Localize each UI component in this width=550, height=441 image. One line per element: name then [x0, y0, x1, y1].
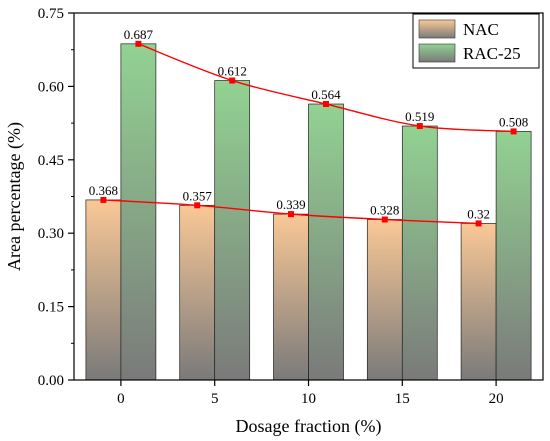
bar-nac-15	[366, 219, 403, 381]
x-tick-label: 15	[395, 391, 410, 407]
trend-marker-nac-5	[194, 202, 201, 209]
legend: NAC RAC-25	[412, 13, 540, 69]
data-label-nac-5: 0.357	[183, 188, 213, 203]
legend-label-nac: NAC	[463, 20, 499, 39]
trend-marker-nac-10	[288, 211, 294, 218]
bar-nac-0	[85, 199, 122, 381]
trend-marker-nac-0	[100, 196, 107, 203]
trend-marker-rac-25-0	[135, 40, 142, 47]
data-label-nac-20: 0.32	[467, 206, 490, 221]
bars-layer	[85, 43, 532, 381]
bar-nac-5	[179, 204, 216, 381]
x-tick-label: 5	[211, 391, 219, 407]
data-label-nac-15: 0.328	[370, 202, 399, 217]
trend-marker-rac-25-5	[229, 77, 236, 84]
y-tick-label: 0.30	[38, 226, 64, 242]
x-tick-label: 0	[117, 391, 125, 407]
legend-label-rac-25: RAC-25	[463, 44, 521, 63]
legend-swatch-rac-25	[418, 43, 456, 63]
axis-ticks-layer: 0.00 0.15 0.30 0.45 0.60 0.75 0 5 10 15 20	[38, 6, 504, 407]
trend-marker-rac-25-10	[323, 101, 329, 108]
x-tick-label: 20	[489, 391, 504, 407]
trend-marker-nac-20	[475, 220, 482, 227]
trend-marker-rac-25-20	[510, 128, 517, 135]
trend-lines-layer	[100, 40, 517, 227]
trend-marker-nac-15	[381, 216, 388, 223]
data-label-rac-25-15: 0.519	[405, 109, 434, 124]
y-tick-label: 0.45	[38, 153, 64, 169]
bar-rac-25-5	[214, 80, 251, 381]
data-labels-layer: 0.368 0.687 0.357 0.612 0.339 0.564 0.328 0.519…	[89, 27, 528, 222]
y-tick-label: 0.60	[38, 79, 64, 95]
bar-rac-25-20	[495, 131, 532, 381]
legend-swatch-nac	[418, 19, 456, 39]
data-label-rac-25-5: 0.612	[218, 64, 247, 79]
y-tick-label: 0.75	[38, 6, 64, 22]
bar-rac-25-0	[120, 43, 157, 381]
bar-nac-20	[460, 223, 497, 381]
x-tick-label: 10	[301, 391, 316, 407]
bar-nac-10	[273, 213, 309, 381]
bar-rac-25-10	[308, 103, 344, 381]
trend-marker-rac-25-15	[416, 123, 423, 130]
data-label-nac-10: 0.339	[276, 197, 305, 212]
data-label-rac-25-10: 0.564	[311, 87, 341, 102]
bar-rac-25-15	[401, 125, 438, 381]
y-axis-title: Area percentage (%)	[4, 122, 25, 271]
x-axis-title: Dosage fraction (%)	[236, 416, 382, 437]
data-label-rac-25-20: 0.508	[499, 114, 528, 129]
data-label-rac-25-0: 0.687	[124, 27, 154, 42]
data-label-nac-0: 0.368	[89, 183, 118, 198]
y-tick-label: 0.00	[38, 373, 64, 389]
y-tick-label: 0.15	[38, 300, 64, 316]
